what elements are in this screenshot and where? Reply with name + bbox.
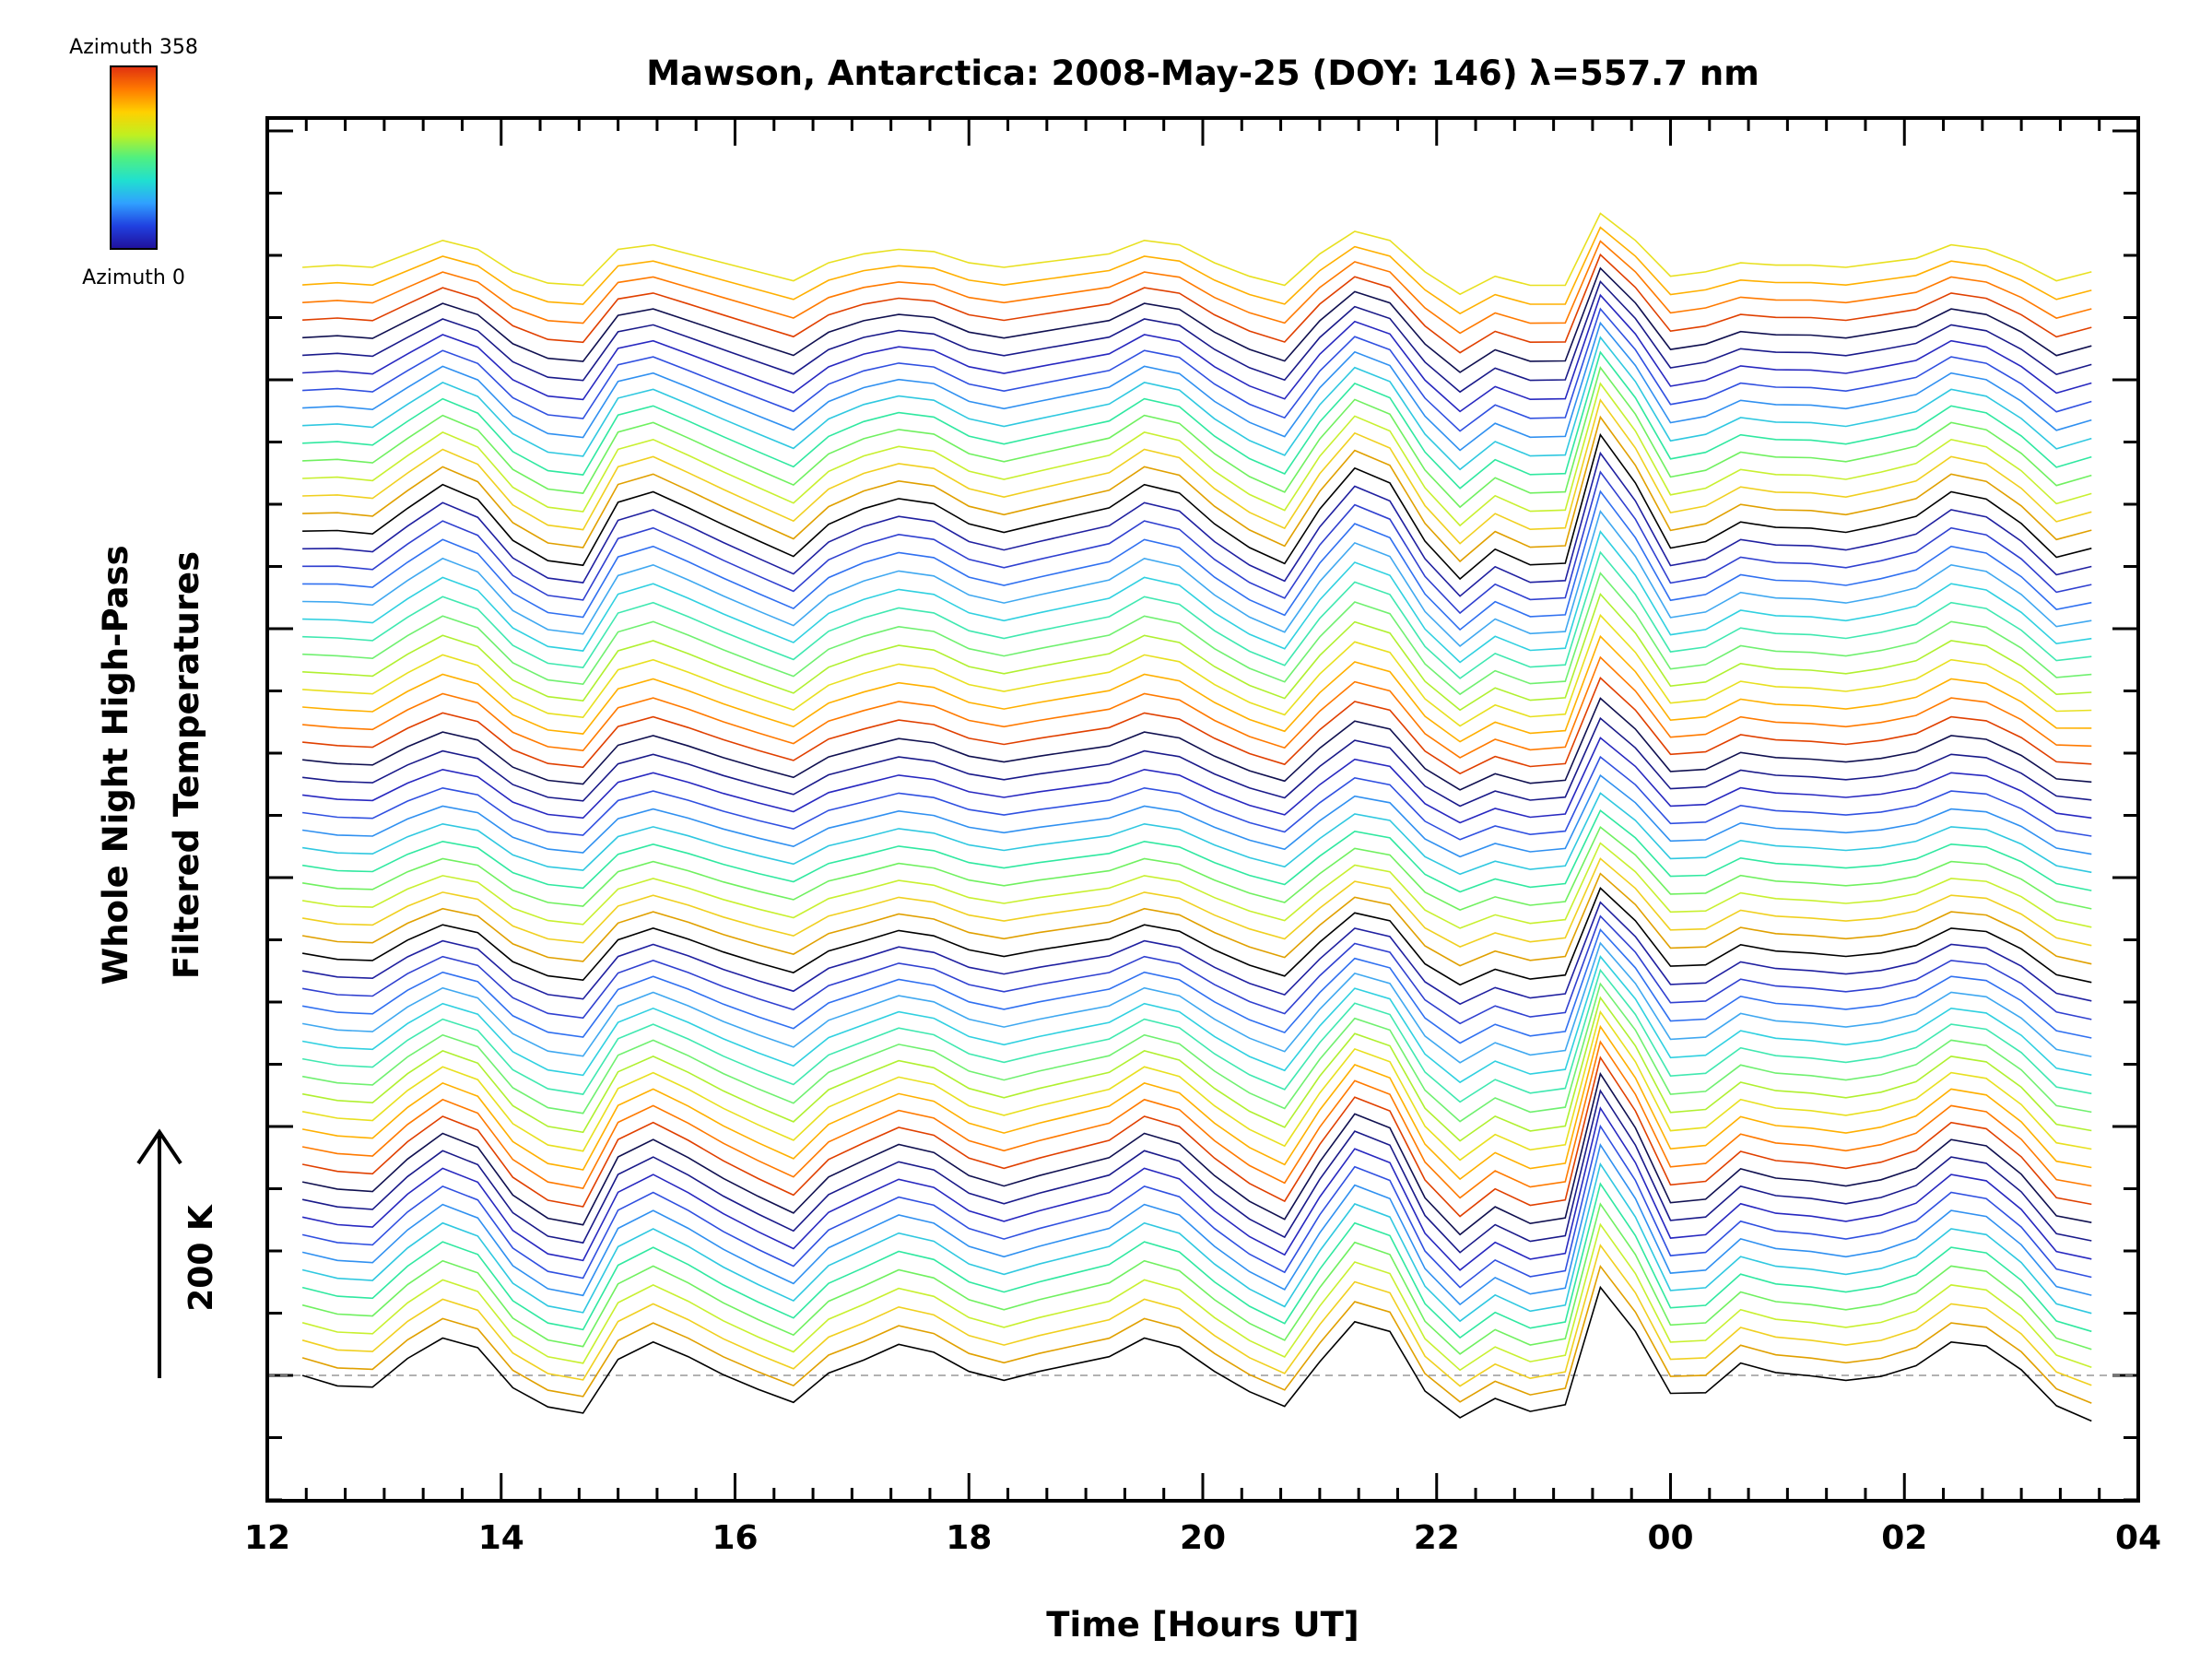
temperature-profile-line xyxy=(301,1124,2092,1289)
temperature-profile-line xyxy=(301,1089,2092,1254)
temperature-profile-line xyxy=(302,530,2092,664)
temperature-profile-line xyxy=(302,470,2092,615)
temperature-profile-line xyxy=(302,240,2092,335)
x-axis-label: Time [Hours UT] xyxy=(1046,1605,1359,1645)
temperature-profile-line xyxy=(302,613,2092,727)
temperature-profile-line xyxy=(302,321,2092,452)
temperature-profile-line xyxy=(301,825,2092,911)
temperature-profile-line xyxy=(302,677,2092,775)
temperature-profile-line xyxy=(302,509,2092,647)
x-tick-label: 14 xyxy=(478,1519,524,1557)
temperature-profile-line xyxy=(302,253,2092,354)
temperature-profile-line xyxy=(301,982,2092,1123)
x-tick-labels: 12 14 16 18 20 22 00 02 04 xyxy=(244,1519,2161,1557)
x-tick-label: 18 xyxy=(946,1519,992,1557)
temperature-profile-line xyxy=(301,857,2092,948)
temperature-profile-line xyxy=(302,716,2092,808)
temperature-profile-line xyxy=(301,842,2092,929)
temperature-profiles xyxy=(267,212,2138,1422)
temperature-profile-line xyxy=(302,266,2092,373)
scale-arrow-head xyxy=(136,1128,182,1165)
temperature-profile-line xyxy=(302,737,2092,824)
temperature-profile-line xyxy=(301,901,2092,1006)
temperature-profile-line xyxy=(302,572,2092,696)
temperature-profile-line xyxy=(301,1056,2092,1218)
temperature-profile-line xyxy=(301,1071,2092,1236)
colorbar-bottom-label: Azimuth 0 xyxy=(82,266,185,289)
temperature-profile-line xyxy=(301,872,2092,967)
plot-frame xyxy=(265,116,2140,1503)
colorbar-top-label: Azimuth 358 xyxy=(69,36,198,59)
temperature-profile-line xyxy=(301,914,2092,1025)
x-tick-label: 12 xyxy=(244,1519,290,1557)
temperature-profile-line xyxy=(302,336,2092,471)
temperature-profile-line xyxy=(301,927,2092,1044)
temperature-profile-line xyxy=(302,226,2092,315)
x-tick-label: 00 xyxy=(1647,1519,1693,1557)
temperature-profile-line xyxy=(301,808,2092,893)
axis-ticks xyxy=(265,118,2140,1502)
temperature-profile-line xyxy=(302,382,2092,527)
temperature-profile-line xyxy=(302,415,2092,563)
x-tick-label: 22 xyxy=(1414,1519,1460,1557)
temperature-profile-line xyxy=(302,550,2092,679)
chart-title: Mawson, Antarctica: 2008-May-25 (DOY: 14… xyxy=(646,53,1759,93)
temperature-profile-line xyxy=(301,1106,2092,1271)
temperature-profile-line xyxy=(302,293,2092,413)
temperature-profile-line xyxy=(302,592,2092,712)
temperature-profile-line xyxy=(301,1285,2092,1422)
temperature-profile-line xyxy=(302,432,2092,581)
temperature-profile-line xyxy=(301,1182,2092,1339)
temperature-profile-line xyxy=(301,996,2092,1142)
temperature-profile-line xyxy=(301,1024,2092,1181)
temperature-profile-line xyxy=(302,451,2092,597)
temperature-profile-line xyxy=(302,212,2092,296)
temperature-profile-line xyxy=(302,307,2092,432)
temperature-profile-line xyxy=(301,955,2092,1084)
temperature-profile-line xyxy=(301,1222,2092,1372)
temperature-profile-line xyxy=(301,1244,2092,1387)
temperature-profile-line xyxy=(302,280,2092,394)
temperature-profile-line xyxy=(302,655,2092,759)
temperature-profile-line xyxy=(301,1264,2092,1404)
temperature-profile-line xyxy=(301,1040,2092,1199)
temperature-profile-line xyxy=(301,1202,2092,1355)
temperature-profile-line xyxy=(302,350,2092,489)
x-tick-label: 02 xyxy=(1881,1519,1927,1557)
x-tick-label: 04 xyxy=(2115,1519,2161,1557)
temperature-profile-line xyxy=(301,887,2092,986)
temperature-profile-line xyxy=(302,366,2092,509)
temperature-profile-line xyxy=(301,773,2092,858)
temperature-profile-line xyxy=(302,489,2092,631)
colorbar xyxy=(110,65,158,250)
temperature-profile-line xyxy=(301,792,2092,876)
x-tick-label: 16 xyxy=(712,1519,758,1557)
temperature-profile-line xyxy=(301,755,2092,841)
temperature-profile-line xyxy=(301,1143,2092,1306)
temperature-profile-line xyxy=(302,634,2092,743)
temperature-profile-line xyxy=(301,941,2092,1064)
temperature-profile-line xyxy=(301,968,2092,1103)
x-tick-label: 20 xyxy=(1180,1519,1226,1557)
temperature-profile-line xyxy=(301,1162,2092,1323)
y-axis-label-line1: Whole Night High-Pass xyxy=(96,545,135,985)
temperature-profile-line xyxy=(302,398,2092,545)
temperature-profile-line xyxy=(302,697,2092,791)
temperature-profile-line xyxy=(301,1009,2092,1162)
y-axis-label-line2: Filtered Temperatures xyxy=(167,551,206,979)
scale-bar-label: 200 K xyxy=(182,1204,220,1312)
